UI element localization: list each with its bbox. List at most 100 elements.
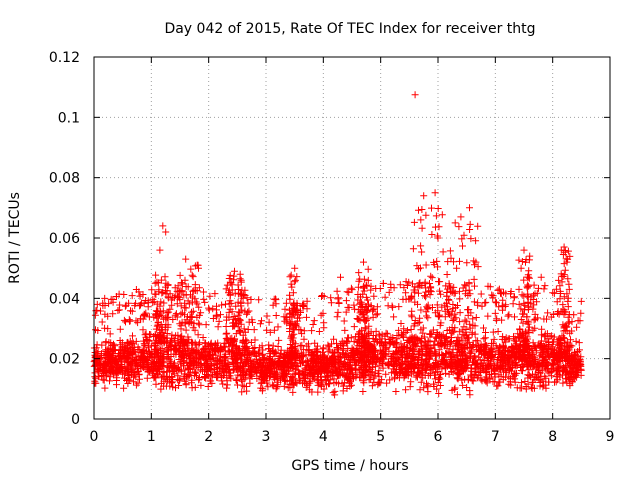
data-point [314, 388, 322, 396]
data-point [153, 278, 161, 286]
data-point [332, 364, 340, 372]
data-point [114, 307, 122, 314]
data-point [446, 310, 453, 318]
data-point [360, 334, 368, 342]
data-point [188, 376, 196, 384]
data-point [200, 288, 207, 296]
data-point [359, 343, 367, 351]
data-point [498, 316, 506, 324]
data-point [195, 284, 203, 292]
data-point [108, 364, 116, 372]
data-point [182, 291, 190, 299]
data-point [564, 275, 572, 283]
data-point [441, 360, 449, 368]
data-point [300, 346, 308, 354]
data-point [560, 260, 568, 268]
data-point [490, 335, 498, 343]
data-point [445, 349, 453, 357]
data-point [152, 332, 160, 340]
data-point [408, 333, 416, 341]
data-point [329, 389, 337, 397]
data-point [205, 304, 213, 312]
data-point [287, 280, 295, 288]
data-point [520, 352, 528, 360]
data-point [347, 375, 355, 383]
data-point [524, 320, 532, 328]
data-point [351, 361, 359, 369]
data-point [154, 313, 162, 321]
data-point [126, 317, 133, 325]
data-point [451, 289, 459, 297]
data-point [422, 261, 430, 269]
data-point [132, 299, 140, 307]
data-point [429, 304, 436, 311]
data-point [572, 351, 580, 359]
data-point [153, 300, 161, 308]
data-point [333, 369, 341, 377]
data-point [493, 299, 500, 307]
data-point [419, 324, 427, 332]
data-point [449, 368, 457, 376]
data-point [480, 366, 488, 374]
data-point [488, 339, 495, 347]
data-point [436, 287, 444, 295]
data-point [564, 247, 572, 255]
data-point [356, 275, 364, 283]
data-point [577, 371, 585, 379]
data-point [293, 354, 301, 362]
data-point [525, 282, 533, 290]
data-point [313, 377, 321, 385]
data-point [390, 313, 398, 321]
data-point [379, 280, 387, 287]
data-point [237, 276, 245, 284]
data-point [189, 307, 197, 315]
data-point [387, 355, 395, 363]
data-point [474, 222, 482, 230]
data-point [196, 339, 204, 347]
data-point [520, 292, 528, 300]
data-point [477, 375, 485, 383]
y-tick-label: 0.08 [49, 171, 80, 187]
data-point [152, 307, 160, 315]
data-point [139, 291, 147, 298]
data-point [364, 276, 372, 284]
data-point [341, 326, 349, 334]
data-point [443, 271, 451, 278]
data-point [207, 355, 215, 363]
data-point [256, 372, 264, 380]
data-point [358, 353, 366, 361]
data-point [483, 361, 491, 369]
data-point [330, 375, 338, 383]
data-point [540, 358, 548, 366]
data-point [135, 288, 143, 296]
data-point [223, 336, 231, 344]
data-point [160, 299, 168, 307]
data-point [531, 324, 539, 332]
data-point [185, 300, 193, 308]
data-point [432, 212, 440, 220]
data-point [191, 383, 199, 391]
data-point [411, 317, 419, 324]
data-point [360, 258, 367, 266]
data-point [446, 284, 454, 292]
data-point [466, 220, 474, 228]
data-point [219, 380, 227, 388]
data-point [418, 248, 426, 256]
data-point [289, 307, 297, 315]
data-point [505, 367, 513, 375]
data-point [126, 360, 134, 368]
data-point [482, 298, 490, 306]
data-point [413, 262, 421, 270]
data-point [569, 355, 577, 363]
data-point [495, 354, 503, 361]
data-point [505, 311, 513, 319]
data-point [408, 307, 416, 315]
data-point [186, 361, 194, 369]
data-point [206, 352, 213, 360]
data-point [516, 343, 524, 351]
data-point [281, 305, 289, 313]
data-point [489, 328, 497, 336]
data-point [434, 263, 441, 271]
data-point [152, 325, 160, 333]
data-point [456, 295, 464, 303]
